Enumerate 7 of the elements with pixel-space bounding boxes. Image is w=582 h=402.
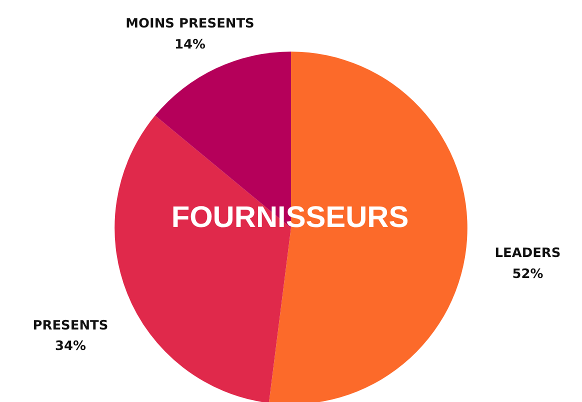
data-label: 34% [54,339,86,354]
slice-label: LEADERS [494,246,561,261]
data-label: 52% [512,266,544,282]
slice-label: MOINS PRESENTS [126,16,254,32]
text: FOURNISSEURS [171,201,409,234]
slice-label: PRESENTS [32,318,108,334]
data-label: 14% [174,37,206,52]
